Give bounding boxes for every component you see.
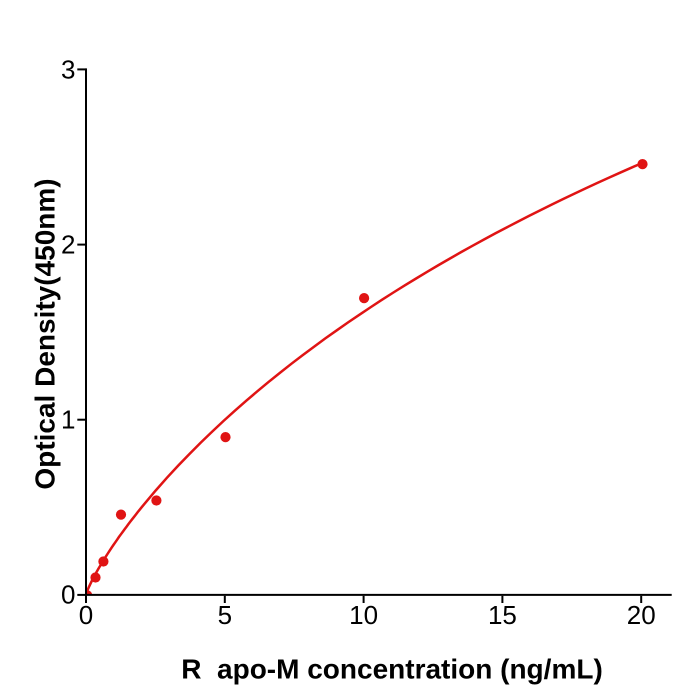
svg-text:20: 20 [627,600,656,630]
svg-text:R apo-M concentration (ng/mL): R apo-M concentration (ng/mL) [181,653,603,684]
svg-text:5: 5 [218,600,232,630]
svg-text:3: 3 [61,54,75,84]
svg-text:Optical Density(450nm): Optical Density(450nm) [30,178,61,489]
svg-text:0: 0 [79,600,93,630]
svg-text:15: 15 [488,600,517,630]
svg-text:2: 2 [61,230,75,260]
svg-text:0: 0 [61,580,75,610]
svg-text:1: 1 [61,405,75,435]
svg-text:10: 10 [349,600,378,630]
